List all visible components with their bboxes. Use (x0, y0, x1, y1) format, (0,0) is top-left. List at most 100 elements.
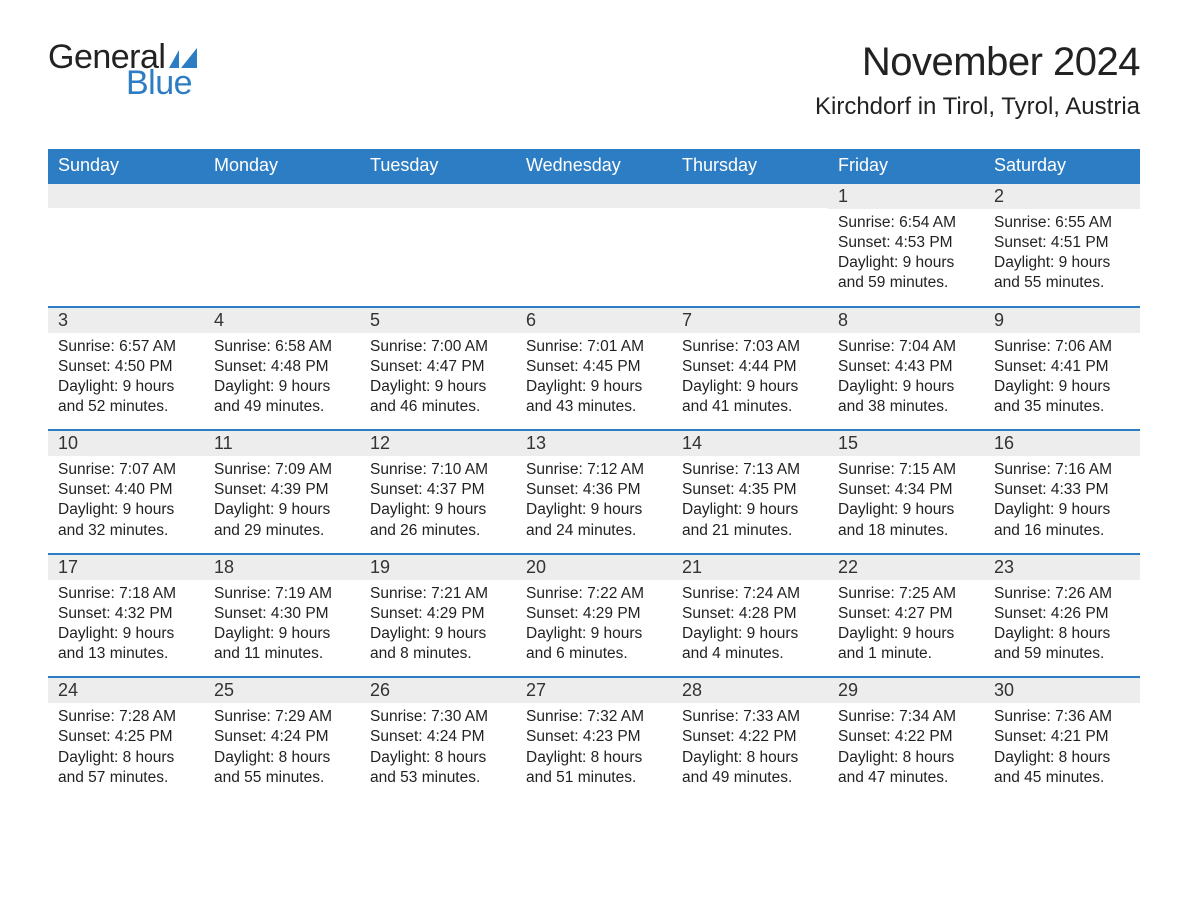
sunset-line: Sunset: 4:23 PM (526, 727, 662, 747)
day-details: Sunrise: 7:19 AMSunset: 4:30 PMDaylight:… (204, 580, 360, 677)
day-cell: 13Sunrise: 7:12 AMSunset: 4:36 PMDayligh… (516, 431, 672, 553)
week-row: 24Sunrise: 7:28 AMSunset: 4:25 PMDayligh… (48, 676, 1140, 800)
daylight-line: Daylight: 8 hours and 47 minutes. (838, 748, 974, 788)
sunset-line: Sunset: 4:50 PM (58, 357, 194, 377)
logo: General Blue (48, 40, 197, 100)
day-details: Sunrise: 7:24 AMSunset: 4:28 PMDaylight:… (672, 580, 828, 677)
daylight-line: Daylight: 8 hours and 49 minutes. (682, 748, 818, 788)
sunrise-line: Sunrise: 7:18 AM (58, 584, 194, 604)
week-row: 1Sunrise: 6:54 AMSunset: 4:53 PMDaylight… (48, 182, 1140, 306)
day-details: Sunrise: 7:32 AMSunset: 4:23 PMDaylight:… (516, 703, 672, 800)
daylight-line: Daylight: 8 hours and 45 minutes. (994, 748, 1130, 788)
month-title: November 2024 (815, 40, 1140, 85)
day-cell: 19Sunrise: 7:21 AMSunset: 4:29 PMDayligh… (360, 555, 516, 677)
date-number: 24 (48, 678, 204, 703)
date-number (360, 184, 516, 208)
sunset-line: Sunset: 4:40 PM (58, 480, 194, 500)
sunset-line: Sunset: 4:33 PM (994, 480, 1130, 500)
sunset-line: Sunset: 4:21 PM (994, 727, 1130, 747)
day-details: Sunrise: 7:21 AMSunset: 4:29 PMDaylight:… (360, 580, 516, 677)
date-number (204, 184, 360, 208)
calendar: SundayMondayTuesdayWednesdayThursdayFrid… (48, 149, 1140, 800)
date-number: 14 (672, 431, 828, 456)
day-details: Sunrise: 7:22 AMSunset: 4:29 PMDaylight:… (516, 580, 672, 677)
sunset-line: Sunset: 4:22 PM (682, 727, 818, 747)
day-details: Sunrise: 7:13 AMSunset: 4:35 PMDaylight:… (672, 456, 828, 553)
daylight-line: Daylight: 9 hours and 8 minutes. (370, 624, 506, 664)
sunrise-line: Sunrise: 7:29 AM (214, 707, 350, 727)
daylight-line: Daylight: 9 hours and 13 minutes. (58, 624, 194, 664)
date-number: 23 (984, 555, 1140, 580)
sunrise-line: Sunrise: 7:26 AM (994, 584, 1130, 604)
date-number: 16 (984, 431, 1140, 456)
daylight-line: Daylight: 9 hours and 21 minutes. (682, 500, 818, 540)
sunrise-line: Sunrise: 7:36 AM (994, 707, 1130, 727)
date-number: 4 (204, 308, 360, 333)
day-cell: 20Sunrise: 7:22 AMSunset: 4:29 PMDayligh… (516, 555, 672, 677)
date-number: 9 (984, 308, 1140, 333)
daylight-line: Daylight: 9 hours and 6 minutes. (526, 624, 662, 664)
sunset-line: Sunset: 4:24 PM (370, 727, 506, 747)
date-number: 18 (204, 555, 360, 580)
daylight-line: Daylight: 9 hours and 1 minute. (838, 624, 974, 664)
day-cell: 15Sunrise: 7:15 AMSunset: 4:34 PMDayligh… (828, 431, 984, 553)
sunrise-line: Sunrise: 7:22 AM (526, 584, 662, 604)
sunset-line: Sunset: 4:28 PM (682, 604, 818, 624)
day-cell: 5Sunrise: 7:00 AMSunset: 4:47 PMDaylight… (360, 308, 516, 430)
sunrise-line: Sunrise: 7:28 AM (58, 707, 194, 727)
daylight-line: Daylight: 9 hours and 52 minutes. (58, 377, 194, 417)
week-row: 3Sunrise: 6:57 AMSunset: 4:50 PMDaylight… (48, 306, 1140, 430)
sunrise-line: Sunrise: 7:19 AM (214, 584, 350, 604)
sunrise-line: Sunrise: 7:01 AM (526, 337, 662, 357)
day-cell: 25Sunrise: 7:29 AMSunset: 4:24 PMDayligh… (204, 678, 360, 800)
date-number: 10 (48, 431, 204, 456)
date-number (48, 184, 204, 208)
day-cell: 23Sunrise: 7:26 AMSunset: 4:26 PMDayligh… (984, 555, 1140, 677)
weekday-header-cell: Friday (828, 149, 984, 182)
daylight-line: Daylight: 9 hours and 35 minutes. (994, 377, 1130, 417)
day-details: Sunrise: 7:28 AMSunset: 4:25 PMDaylight:… (48, 703, 204, 800)
date-number (516, 184, 672, 208)
date-number: 12 (360, 431, 516, 456)
day-details: Sunrise: 7:12 AMSunset: 4:36 PMDaylight:… (516, 456, 672, 553)
sunset-line: Sunset: 4:53 PM (838, 233, 974, 253)
empty-cell (360, 184, 516, 306)
sunrise-line: Sunrise: 7:10 AM (370, 460, 506, 480)
daylight-line: Daylight: 8 hours and 59 minutes. (994, 624, 1130, 664)
empty-cell (516, 184, 672, 306)
date-number: 22 (828, 555, 984, 580)
date-number: 27 (516, 678, 672, 703)
day-cell: 29Sunrise: 7:34 AMSunset: 4:22 PMDayligh… (828, 678, 984, 800)
day-cell: 14Sunrise: 7:13 AMSunset: 4:35 PMDayligh… (672, 431, 828, 553)
daylight-line: Daylight: 8 hours and 53 minutes. (370, 748, 506, 788)
day-details: Sunrise: 7:36 AMSunset: 4:21 PMDaylight:… (984, 703, 1140, 800)
sunrise-line: Sunrise: 7:21 AM (370, 584, 506, 604)
day-details: Sunrise: 7:25 AMSunset: 4:27 PMDaylight:… (828, 580, 984, 677)
sunset-line: Sunset: 4:29 PM (526, 604, 662, 624)
day-cell: 22Sunrise: 7:25 AMSunset: 4:27 PMDayligh… (828, 555, 984, 677)
day-cell: 24Sunrise: 7:28 AMSunset: 4:25 PMDayligh… (48, 678, 204, 800)
day-cell: 12Sunrise: 7:10 AMSunset: 4:37 PMDayligh… (360, 431, 516, 553)
sunrise-line: Sunrise: 7:06 AM (994, 337, 1130, 357)
empty-cell (204, 184, 360, 306)
sunrise-line: Sunrise: 7:04 AM (838, 337, 974, 357)
daylight-line: Daylight: 9 hours and 46 minutes. (370, 377, 506, 417)
day-details: Sunrise: 7:18 AMSunset: 4:32 PMDaylight:… (48, 580, 204, 677)
sunrise-line: Sunrise: 7:07 AM (58, 460, 194, 480)
daylight-line: Daylight: 9 hours and 41 minutes. (682, 377, 818, 417)
sunrise-line: Sunrise: 6:55 AM (994, 213, 1130, 233)
day-cell: 1Sunrise: 6:54 AMSunset: 4:53 PMDaylight… (828, 184, 984, 306)
day-details: Sunrise: 6:57 AMSunset: 4:50 PMDaylight:… (48, 333, 204, 430)
date-number: 3 (48, 308, 204, 333)
day-details: Sunrise: 7:06 AMSunset: 4:41 PMDaylight:… (984, 333, 1140, 430)
date-number: 2 (984, 184, 1140, 209)
day-cell: 26Sunrise: 7:30 AMSunset: 4:24 PMDayligh… (360, 678, 516, 800)
day-cell: 3Sunrise: 6:57 AMSunset: 4:50 PMDaylight… (48, 308, 204, 430)
daylight-line: Daylight: 9 hours and 38 minutes. (838, 377, 974, 417)
day-details: Sunrise: 7:04 AMSunset: 4:43 PMDaylight:… (828, 333, 984, 430)
day-cell: 30Sunrise: 7:36 AMSunset: 4:21 PMDayligh… (984, 678, 1140, 800)
sunrise-line: Sunrise: 7:16 AM (994, 460, 1130, 480)
sunset-line: Sunset: 4:41 PM (994, 357, 1130, 377)
daylight-line: Daylight: 9 hours and 26 minutes. (370, 500, 506, 540)
sunrise-line: Sunrise: 7:32 AM (526, 707, 662, 727)
